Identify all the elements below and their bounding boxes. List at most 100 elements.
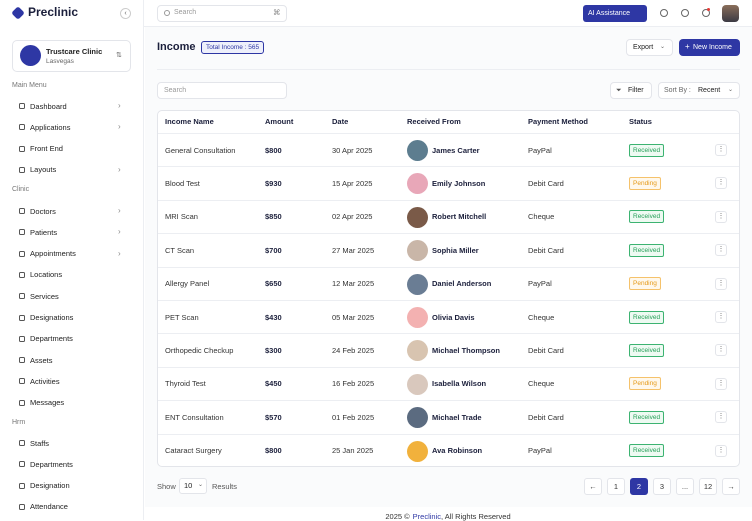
footer-brand[interactable]: Preclinic [412, 512, 441, 521]
page-button[interactable]: 12 [699, 478, 717, 495]
brand: Preclinic [28, 5, 79, 19]
received-from[interactable]: Sophia Miller [432, 245, 479, 255]
received-from[interactable]: James Carter [432, 145, 480, 155]
new-income-button[interactable]: New Income [679, 39, 740, 56]
row-menu[interactable]: ⋮ [715, 344, 727, 357]
count-select[interactable]: 10 [179, 478, 207, 494]
menu-icon [19, 145, 25, 152]
menu-item[interactable]: Appointments [30, 249, 76, 259]
menu-item[interactable]: Attendance [30, 502, 68, 512]
menu-item[interactable]: Patients [30, 227, 58, 237]
table-search[interactable]: Search [157, 82, 287, 99]
row-menu[interactable]: ⋮ [715, 244, 727, 257]
footer: 2025 © Preclinic, All Rights Reserved [0, 512, 752, 521]
collapse-button[interactable]: ‹ [120, 8, 131, 19]
menu-icon [19, 250, 25, 257]
row-menu[interactable]: ⋮ [715, 277, 727, 290]
sort-button[interactable] [658, 82, 740, 99]
menu-item[interactable]: Layouts [30, 165, 57, 175]
menu-item[interactable]: Dashboard [30, 101, 67, 111]
menu-item[interactable]: Activities [30, 376, 60, 386]
page-button[interactable]: 3 [653, 478, 671, 495]
row-menu[interactable]: ⋮ [715, 444, 727, 457]
menu-item[interactable]: Assets [30, 355, 53, 365]
menu-icon [19, 208, 25, 214]
date: 25 Jan 2025 [332, 446, 374, 456]
status-badge: Received [629, 210, 665, 224]
menu-icon [19, 440, 25, 446]
avatar [407, 140, 428, 161]
filter-button[interactable]: Filter [610, 82, 652, 99]
status-badge: Received [629, 343, 665, 357]
received-from[interactable]: Daniel Anderson [432, 279, 492, 289]
row-menu[interactable]: ⋮ [715, 177, 727, 190]
menu-chevron: › [118, 122, 121, 132]
menu-item[interactable]: Doctors [30, 206, 56, 216]
column-header: Received From [407, 117, 461, 126]
clinic-name: Trustcare Clinic [46, 47, 103, 56]
received-from[interactable]: Emily Johnson [432, 178, 486, 188]
menu-icon [19, 503, 25, 510]
prev-button[interactable]: ← [584, 478, 602, 495]
row-divider [158, 233, 739, 235]
user-avatar[interactable] [722, 5, 739, 22]
row-divider [158, 166, 739, 168]
top-icon[interactable] [702, 9, 710, 17]
avatar [407, 273, 428, 295]
sidebar-section-title: Hrm [12, 419, 26, 426]
amount: $930 [265, 178, 282, 188]
row-menu[interactable]: ⋮ [715, 210, 727, 223]
page-button[interactable]: 1 [607, 478, 625, 495]
menu-chevron: › [118, 248, 121, 258]
top-icon[interactable] [681, 9, 689, 17]
avatar [407, 407, 428, 429]
search-box[interactable] [157, 5, 287, 22]
received-from[interactable]: Michael Thompson [432, 345, 500, 355]
page-button[interactable]: 2 [630, 478, 648, 495]
income-name: Cataract Surgery [165, 446, 222, 456]
footer-suffix: , All Rights Reserved [441, 512, 511, 521]
row-menu[interactable]: ⋮ [715, 144, 727, 156]
avatar [407, 373, 428, 395]
payment-method: Debit Card [528, 178, 564, 188]
menu-item[interactable]: Designation [30, 481, 70, 491]
status-badge: Received [629, 410, 665, 424]
menu-item[interactable]: Messages [30, 398, 65, 408]
income-name: General Consultation [165, 145, 236, 155]
row-divider [158, 199, 739, 201]
page-button[interactable]: ... [676, 478, 694, 495]
menu-item[interactable]: Applications [30, 122, 71, 132]
filter-icon: ⏷ [616, 87, 622, 94]
date: 24 Feb 2025 [332, 345, 375, 355]
top-icon[interactable] [660, 9, 668, 17]
menu-item[interactable]: Departments [30, 334, 73, 344]
avatar [407, 173, 428, 195]
menu-item[interactable]: Departments [30, 459, 73, 469]
payment-method: Cheque [528, 212, 555, 222]
menu-item[interactable]: Locations [30, 270, 63, 280]
income-name: Thyroid Test [165, 379, 206, 389]
menu-item[interactable]: Services [30, 291, 59, 301]
amount: $300 [265, 345, 282, 355]
menu-chevron: › [118, 101, 121, 110]
ai-button[interactable]: AI Assistance [583, 5, 647, 22]
received-from[interactable]: Isabella Wilson [432, 379, 487, 389]
export-button[interactable]: Export [626, 39, 673, 56]
payment-method: PayPal [528, 145, 552, 155]
menu-item[interactable]: Front End [30, 144, 63, 154]
received-from[interactable]: Robert Mitchell [432, 212, 487, 222]
row-menu[interactable]: ⋮ [715, 411, 727, 424]
menu-item[interactable]: Staffs [30, 438, 50, 448]
menu-icon [19, 335, 25, 342]
payment-method: Cheque [528, 312, 555, 322]
next-button[interactable]: → [722, 478, 740, 495]
avatar [407, 240, 428, 262]
avatar [407, 307, 428, 328]
divider [157, 69, 740, 70]
menu-item[interactable]: Designations [30, 313, 74, 322]
received-from[interactable]: Ava Robinson [432, 446, 483, 456]
received-from[interactable]: Olivia Davis [432, 312, 475, 322]
row-menu[interactable]: ⋮ [715, 311, 727, 323]
received-from[interactable]: Michael Trade [432, 412, 482, 422]
row-menu[interactable]: ⋮ [715, 377, 727, 390]
